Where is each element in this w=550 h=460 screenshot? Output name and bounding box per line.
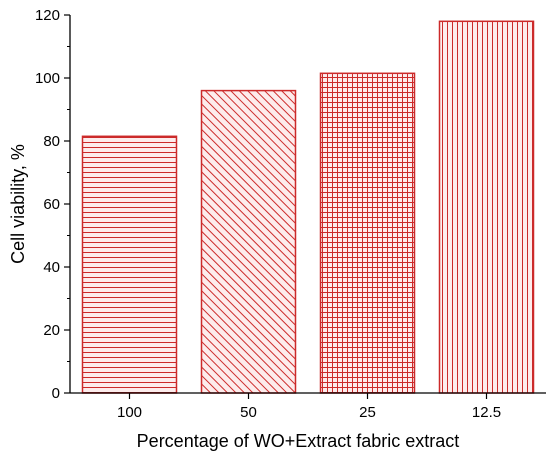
x-axis-title: Percentage of WO+Extract fabric extract [137, 431, 460, 451]
y-tick-label: 100 [35, 70, 60, 87]
y-tick-label: 40 [43, 259, 60, 276]
y-tick-label: 120 [35, 7, 60, 24]
y-tick-label: 0 [52, 385, 60, 402]
y-tick-label: 60 [43, 196, 60, 213]
axes-layer: 0 20 40 60 80 100 120 100 50 25 12.5 [35, 7, 546, 421]
x-tick-label: 50 [240, 404, 257, 421]
y-tick-label: 80 [43, 133, 60, 150]
x-tick-label: 100 [117, 404, 142, 421]
bar-25 [319, 72, 416, 394]
bar-12-5 [438, 20, 535, 394]
bars-layer [81, 20, 535, 394]
x-tick-label: 12.5 [472, 404, 501, 421]
bar-50 [200, 89, 297, 394]
x-tick-label: 25 [359, 404, 376, 421]
y-tick-label: 20 [43, 322, 60, 339]
bar-100 [81, 135, 178, 394]
y-axis-title: Cell viability, % [8, 144, 28, 264]
